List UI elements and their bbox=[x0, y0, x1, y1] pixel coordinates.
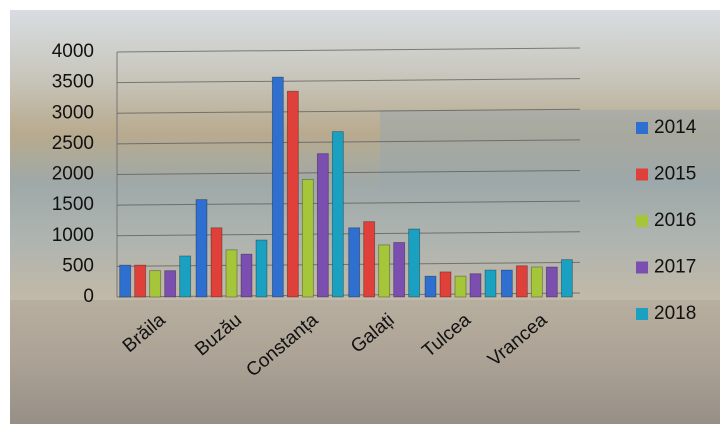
bar bbox=[439, 271, 452, 298]
bar bbox=[179, 255, 192, 298]
bar bbox=[316, 153, 329, 298]
bar bbox=[378, 244, 391, 298]
bar bbox=[119, 264, 132, 298]
bar bbox=[530, 266, 543, 298]
bar bbox=[484, 269, 497, 298]
y-tick-label: 1000 bbox=[52, 225, 94, 246]
y-tick-label: 2000 bbox=[52, 164, 94, 185]
bar bbox=[301, 178, 314, 298]
city bbox=[10, 300, 720, 424]
y-tick-label: 3500 bbox=[52, 72, 94, 93]
bar bbox=[560, 259, 573, 298]
legend-swatch bbox=[636, 168, 648, 181]
bar bbox=[424, 275, 437, 298]
bar bbox=[195, 199, 208, 298]
legend-label: 2015 bbox=[654, 164, 696, 185]
legend-swatch bbox=[636, 261, 648, 274]
grid-line bbox=[116, 170, 581, 175]
grid-line bbox=[116, 261, 581, 267]
y-tick-label: 3000 bbox=[52, 102, 94, 123]
legend-swatch bbox=[636, 122, 648, 134]
legend-swatch bbox=[636, 308, 648, 320]
legend-swatch bbox=[636, 215, 648, 227]
grid-line bbox=[116, 47, 581, 53]
bar bbox=[331, 131, 344, 298]
grid-line bbox=[116, 200, 581, 206]
bar bbox=[408, 228, 421, 298]
bar bbox=[515, 265, 528, 298]
bar bbox=[545, 266, 558, 298]
river bbox=[380, 110, 720, 190]
y-tick-label: 1500 bbox=[52, 194, 94, 215]
bar bbox=[255, 239, 268, 298]
grid-line bbox=[116, 231, 581, 237]
bar bbox=[149, 270, 162, 298]
y-tick-label: 500 bbox=[62, 255, 94, 276]
bar bbox=[363, 221, 376, 298]
bar bbox=[164, 270, 177, 298]
bar bbox=[271, 76, 284, 298]
bar bbox=[454, 275, 467, 298]
legend-label: 2016 bbox=[654, 210, 696, 231]
grid-line bbox=[116, 108, 581, 114]
bar bbox=[240, 253, 253, 298]
bar bbox=[393, 242, 406, 298]
bar bbox=[469, 273, 482, 298]
grid-line bbox=[116, 78, 581, 84]
y-tick-label: 0 bbox=[83, 286, 94, 307]
bar bbox=[225, 249, 238, 298]
legend-label: 2018 bbox=[654, 303, 696, 324]
legend-label: 2014 bbox=[654, 117, 697, 138]
bar bbox=[348, 227, 361, 298]
y-tick-label: 2500 bbox=[52, 133, 94, 154]
background-photo bbox=[10, 10, 720, 424]
bar bbox=[500, 269, 513, 298]
bar bbox=[286, 90, 299, 298]
y-tick-label: 4000 bbox=[52, 41, 94, 62]
bar bbox=[134, 264, 147, 298]
bar bbox=[210, 227, 223, 298]
grid-line bbox=[116, 139, 581, 145]
legend-label: 2017 bbox=[654, 257, 696, 278]
